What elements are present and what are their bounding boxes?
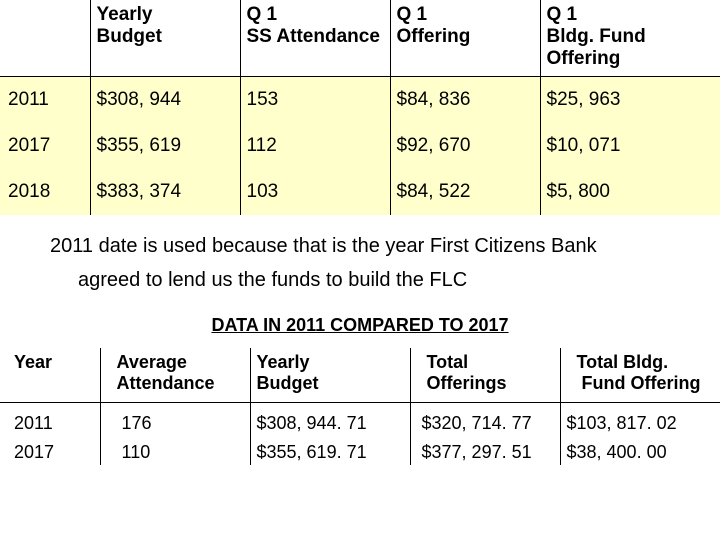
t1-h-budget-l1: Yearly <box>97 4 153 25</box>
t2-h-attend-l2: Attendance <box>117 373 215 393</box>
t1-r1-offer: $92, 670 <box>390 123 540 169</box>
t2-r1-bldg: $38, 400. 00 <box>560 436 720 465</box>
table-row: 2017 110 $355, 619. 71 $377, 297. 51 $38… <box>0 436 720 465</box>
t2-r0-year: 2011 <box>0 402 100 436</box>
t2-r0-attend: 176 <box>100 402 250 436</box>
t1-r0-bldg: $25, 963 <box>540 76 720 123</box>
t1-r1-year: 2017 <box>0 123 90 169</box>
t1-r2-attend: 103 <box>240 169 390 215</box>
t2-h-attend-l1: Average <box>117 352 187 372</box>
section-title: DATA IN 2011 COMPARED TO 2017 <box>0 315 720 336</box>
t1-h-offer-l2: Offering <box>397 26 471 47</box>
explanatory-note: 2011 date is used because that is the ye… <box>0 215 720 307</box>
table-row: 2018 $383, 374 103 $84, 522 $5, 800 <box>0 169 720 215</box>
t2-r1-attend: 110 <box>100 436 250 465</box>
t1-h-bldg-l2: Bldg. Fund Offering <box>547 26 646 69</box>
t2-h-budget-l2: Budget <box>257 373 319 393</box>
t2-header-attend: Average Attendance <box>100 348 250 403</box>
t2-header-offer: Total Offerings <box>410 348 560 403</box>
t1-r1-attend: 112 <box>240 123 390 169</box>
t1-header-budget: Yearly Budget <box>90 0 240 76</box>
t2-h-year-l1: Year <box>14 352 52 372</box>
t1-header-offer: Q 1 Offering <box>390 0 540 76</box>
t1-r0-year: 2011 <box>0 76 90 123</box>
t1-h-budget-l2: Budget <box>97 26 162 47</box>
t1-header-year <box>0 0 90 76</box>
table-row: 2011 176 $308, 944. 71 $320, 714. 77 $10… <box>0 402 720 436</box>
table-row: 2011 $308, 944 153 $84, 836 $25, 963 <box>0 76 720 123</box>
t1-r2-year: 2018 <box>0 169 90 215</box>
t1-h-bldg-l1: Q 1 <box>547 4 578 25</box>
t2-header-year: Year <box>0 348 100 403</box>
t1-r2-budget: $383, 374 <box>90 169 240 215</box>
t2-h-offer-l2: Offerings <box>427 373 507 393</box>
t1-r2-offer: $84, 522 <box>390 169 540 215</box>
t1-h-attend-l1: Q 1 <box>247 4 278 25</box>
t2-h-bldg-l2: Fund Offering <box>577 373 701 393</box>
table-row: 2017 $355, 619 112 $92, 670 $10, 071 <box>0 123 720 169</box>
t2-h-offer-l1: Total <box>427 352 469 372</box>
t2-header-bldg: Total Bldg. Fund Offering <box>560 348 720 403</box>
t1-r0-budget: $308, 944 <box>90 76 240 123</box>
t2-header-budget: Yearly Budget <box>250 348 410 403</box>
t1-r0-offer: $84, 836 <box>390 76 540 123</box>
t2-r0-offer: $320, 714. 77 <box>410 402 560 436</box>
t2-r1-budget: $355, 619. 71 <box>250 436 410 465</box>
t2-r1-year: 2017 <box>0 436 100 465</box>
note-line1: 2011 date is used because that is the ye… <box>50 235 597 257</box>
t1-r1-budget: $355, 619 <box>90 123 240 169</box>
budget-q1-table: Yearly Budget Q 1 SS Attendance Q 1 Offe… <box>0 0 720 215</box>
t1-header-bldg: Q 1 Bldg. Fund Offering <box>540 0 720 76</box>
comparison-table: Year Average Attendance Yearly Budget To… <box>0 348 720 465</box>
t2-r1-offer: $377, 297. 51 <box>410 436 560 465</box>
note-line2: agreed to lend us the funds to build the… <box>50 263 680 297</box>
t1-h-attend-l2: SS Attendance <box>247 26 380 47</box>
t1-r2-bldg: $5, 800 <box>540 169 720 215</box>
t2-h-budget-l1: Yearly <box>257 352 310 372</box>
t1-r0-attend: 153 <box>240 76 390 123</box>
t1-h-offer-l1: Q 1 <box>397 4 428 25</box>
t2-r0-budget: $308, 944. 71 <box>250 402 410 436</box>
t2-h-bldg-l1: Total Bldg. <box>577 352 669 372</box>
t1-r1-bldg: $10, 071 <box>540 123 720 169</box>
t2-r0-bldg: $103, 817. 02 <box>560 402 720 436</box>
t1-header-attend: Q 1 SS Attendance <box>240 0 390 76</box>
